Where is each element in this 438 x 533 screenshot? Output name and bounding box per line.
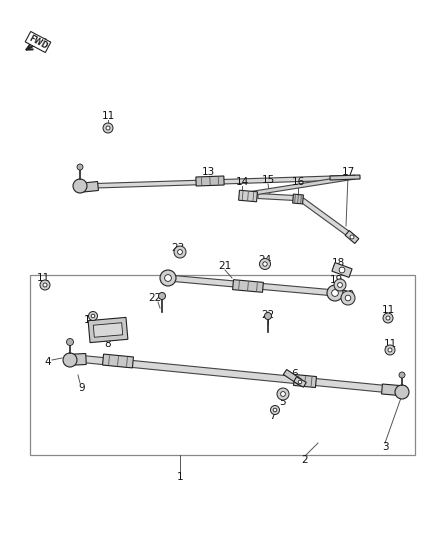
- Text: 3: 3: [381, 442, 389, 452]
- Circle shape: [334, 279, 346, 291]
- Text: 16: 16: [291, 177, 304, 187]
- Text: 24: 24: [258, 255, 272, 265]
- Polygon shape: [294, 377, 306, 387]
- Text: 19: 19: [329, 275, 343, 285]
- Circle shape: [281, 392, 286, 397]
- Circle shape: [106, 126, 110, 130]
- Polygon shape: [88, 176, 340, 188]
- Text: 13: 13: [201, 167, 215, 177]
- Polygon shape: [93, 322, 123, 337]
- Polygon shape: [332, 263, 352, 277]
- Circle shape: [159, 293, 166, 300]
- Polygon shape: [247, 175, 355, 196]
- Polygon shape: [258, 193, 295, 200]
- Circle shape: [332, 289, 339, 296]
- Polygon shape: [293, 194, 304, 204]
- Text: 23: 23: [171, 243, 185, 253]
- Polygon shape: [88, 317, 128, 343]
- Text: 17: 17: [341, 167, 355, 177]
- Circle shape: [395, 385, 409, 399]
- Circle shape: [259, 259, 271, 270]
- Text: 22: 22: [261, 310, 275, 320]
- Text: 8: 8: [105, 339, 111, 349]
- Text: 15: 15: [261, 175, 275, 185]
- Circle shape: [386, 316, 390, 320]
- Polygon shape: [300, 198, 351, 237]
- Circle shape: [40, 280, 50, 290]
- Text: 11: 11: [381, 305, 395, 315]
- Circle shape: [177, 249, 182, 254]
- Text: 14: 14: [235, 177, 249, 187]
- Text: 4: 4: [45, 357, 51, 367]
- Text: FWD: FWD: [27, 34, 49, 51]
- Circle shape: [103, 123, 113, 133]
- Polygon shape: [66, 353, 86, 366]
- Circle shape: [341, 291, 355, 305]
- Polygon shape: [78, 182, 99, 192]
- Circle shape: [339, 267, 345, 273]
- Text: 22: 22: [148, 293, 162, 303]
- Text: 10: 10: [83, 315, 96, 325]
- Circle shape: [385, 345, 395, 355]
- Circle shape: [174, 246, 186, 258]
- Circle shape: [298, 380, 302, 384]
- Circle shape: [327, 285, 343, 301]
- Text: 2: 2: [302, 455, 308, 465]
- Polygon shape: [196, 176, 224, 186]
- Circle shape: [77, 164, 83, 170]
- Circle shape: [273, 408, 277, 412]
- Polygon shape: [330, 175, 360, 180]
- Circle shape: [388, 348, 392, 352]
- Polygon shape: [293, 375, 317, 387]
- Polygon shape: [239, 190, 258, 202]
- Circle shape: [277, 388, 289, 400]
- Circle shape: [91, 314, 95, 318]
- Circle shape: [63, 353, 77, 367]
- Circle shape: [160, 270, 176, 286]
- Text: 9: 9: [79, 383, 85, 393]
- Polygon shape: [168, 275, 335, 296]
- Polygon shape: [81, 356, 386, 392]
- Text: 21: 21: [219, 261, 232, 271]
- Polygon shape: [102, 354, 134, 368]
- Text: 7: 7: [268, 411, 276, 421]
- Polygon shape: [283, 369, 302, 384]
- Text: 20: 20: [342, 290, 355, 300]
- Text: 11: 11: [36, 273, 49, 283]
- Circle shape: [43, 283, 47, 287]
- Text: 11: 11: [101, 111, 115, 121]
- Circle shape: [67, 338, 74, 345]
- Circle shape: [338, 282, 343, 287]
- Text: 5: 5: [280, 397, 286, 407]
- Circle shape: [165, 274, 171, 281]
- Text: 18: 18: [332, 258, 345, 268]
- Text: 11: 11: [383, 339, 397, 349]
- Circle shape: [345, 295, 351, 301]
- Text: 1: 1: [177, 472, 184, 482]
- Circle shape: [383, 313, 393, 323]
- Circle shape: [271, 406, 279, 415]
- Circle shape: [265, 312, 272, 319]
- Bar: [30, 275, 415, 455]
- Text: 6: 6: [292, 369, 298, 379]
- Circle shape: [263, 262, 267, 266]
- Polygon shape: [381, 384, 406, 396]
- Circle shape: [399, 372, 405, 378]
- Circle shape: [88, 311, 98, 320]
- Circle shape: [73, 179, 87, 193]
- Polygon shape: [345, 231, 359, 244]
- Circle shape: [350, 235, 354, 239]
- Polygon shape: [233, 280, 263, 292]
